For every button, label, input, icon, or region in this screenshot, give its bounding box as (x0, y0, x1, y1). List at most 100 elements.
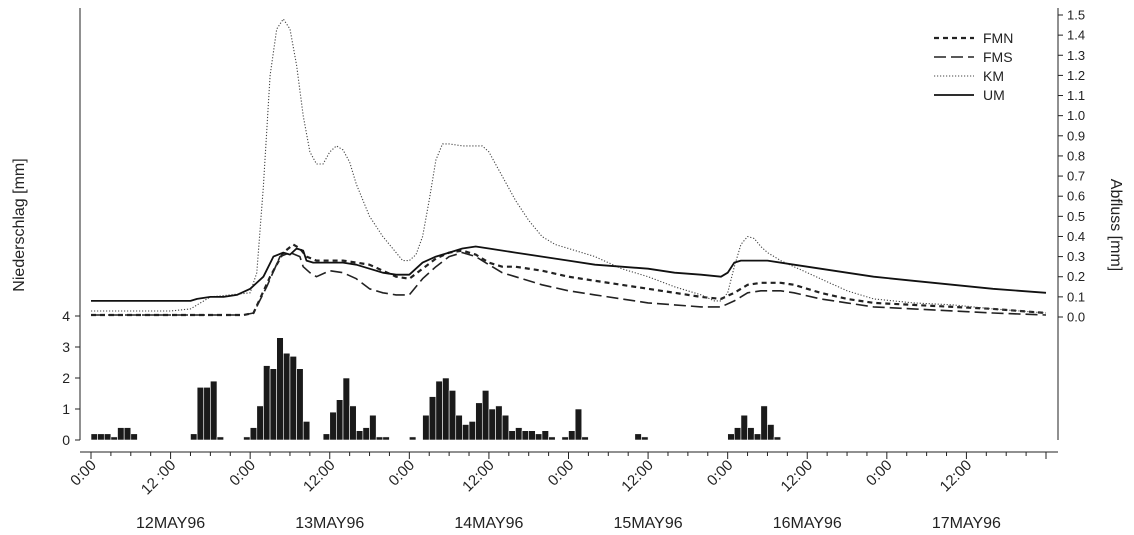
precipitation-bar-43 (488, 408, 496, 441)
precipitation-bar-9 (203, 386, 211, 441)
precipitation-bar-5 (123, 427, 132, 441)
precipitation-bar-20 (296, 368, 304, 441)
precipitation-bar-6 (130, 433, 138, 441)
x-tick-label: 12:00 (618, 457, 657, 496)
discharge-tick-label: 1.1 (1067, 88, 1085, 103)
date-label: 15MAY96 (614, 515, 683, 532)
precipitation-bar-55 (574, 408, 583, 441)
x-tick-label: 12:00 (300, 457, 339, 496)
discharge-tick-label: 1.2 (1067, 68, 1085, 83)
precipitation-bar-56 (581, 436, 589, 441)
precipitation-bar-19 (289, 355, 297, 441)
precipitation-bar-11 (216, 436, 224, 441)
precipitation-bar-63 (753, 433, 762, 441)
date-label: 16MAY96 (773, 515, 842, 532)
precipitation-bar-2 (103, 433, 112, 441)
x-tick-label: 0:00 (863, 457, 896, 490)
discharge-tick-label: 1.3 (1067, 48, 1085, 63)
precipitation-bar-13 (249, 427, 258, 441)
x-tick-label: 12:00 (937, 457, 976, 496)
precipitation-bar-50 (535, 433, 543, 441)
precipitation-bar-40 (468, 421, 476, 441)
date-label: 13MAY96 (295, 515, 364, 532)
precipitation-bar-7 (190, 433, 198, 441)
x-tick-label: 0:00 (545, 457, 578, 490)
precipitation-bar-16 (269, 368, 277, 441)
precipitation-bar-39 (462, 424, 470, 441)
precipitation-bar-1 (97, 433, 105, 441)
precipitation-bar-46 (508, 430, 516, 441)
legend-label-fms: FMS (983, 49, 1013, 65)
series-line-km (91, 18, 1047, 314)
precipitation-bar-37 (448, 390, 457, 441)
precipitation-bar-33 (422, 414, 430, 441)
precipitation-bar-64 (760, 405, 768, 441)
right-axis-title: Abfluss [mm] (1107, 179, 1124, 271)
precipitation-bar-17 (276, 337, 284, 441)
precipitation-bar-51 (541, 430, 549, 441)
x-tick-label: 12 :00 (138, 457, 180, 499)
discharge-lines (91, 18, 1047, 317)
precipitation-bar-24 (336, 399, 344, 441)
precipitation-bar-35 (435, 380, 443, 441)
precip-tick-label: 1 (62, 401, 70, 417)
precipitation-bar-38 (455, 414, 463, 441)
series-line-fmn (91, 243, 1047, 317)
precipitation-bar-34 (428, 396, 437, 441)
date-label: 17MAY96 (932, 515, 1001, 532)
precipitation-bar-57 (634, 433, 642, 441)
precipitation-bars (90, 337, 782, 441)
precipitation-bar-28 (362, 427, 370, 441)
x-tick-label: 12:00 (778, 457, 817, 496)
precipitation-bar-10 (210, 380, 218, 441)
discharge-tick-label: 0.9 (1067, 128, 1085, 143)
precipitation-bar-23 (329, 411, 337, 441)
precipitation-bar-66 (773, 436, 782, 441)
precipitation-bar-52 (548, 436, 556, 441)
precipitation-bar-62 (747, 427, 755, 441)
precipitation-bar-30 (375, 436, 384, 441)
chart-axes: 0.0 0.1 0.2 0.3 0.4 0.5 0.6 0.7 0.8 0.9 1.0 1.1 1.2 1… (11, 8, 1124, 533)
precipitation-bar-54 (568, 430, 576, 441)
x-tick-label: 12:00 (459, 457, 498, 496)
precipitation-bar-14 (256, 405, 264, 441)
precipitation-bar-8 (196, 386, 205, 441)
precipitation-bar-53 (561, 436, 569, 441)
precipitation-bar-42 (481, 390, 490, 441)
precipitation-bar-58 (641, 436, 649, 441)
precipitation-bar-36 (442, 377, 450, 441)
precipitation-bar-3 (110, 436, 118, 441)
precipitation-bar-61 (740, 414, 748, 441)
x-tick-label: 0:00 (704, 457, 737, 490)
precipitation-bar-21 (302, 421, 311, 441)
precip-tick-label: 4 (62, 308, 70, 324)
precipitation-bar-15 (263, 365, 271, 441)
discharge-tick-label: 0.8 (1067, 148, 1085, 163)
discharge-tick-label: 0.6 (1067, 189, 1085, 204)
precip-tick-label: 3 (62, 339, 70, 355)
precipitation-bar-60 (733, 427, 742, 441)
legend-label-km: KM (983, 68, 1004, 84)
precipitation-bar-27 (355, 430, 364, 441)
discharge-tick-label: 0.0 (1067, 310, 1085, 325)
precip-tick-label: 2 (62, 370, 70, 386)
discharge-tick-label: 0.3 (1067, 249, 1085, 264)
discharge-tick-label: 1.4 (1067, 28, 1085, 43)
precipitation-bar-65 (767, 424, 775, 441)
date-label: 12MAY96 (136, 515, 205, 532)
precipitation-bar-41 (475, 402, 483, 441)
precipitation-bar-47 (515, 427, 523, 441)
discharge-tick-label: 0.5 (1067, 209, 1085, 224)
legend-label-fmn: FMN (983, 30, 1013, 46)
precipitation-bar-32 (409, 436, 417, 441)
precipitation-bar-45 (501, 414, 510, 441)
precipitation-bar-22 (322, 433, 331, 441)
precipitation-bar-59 (727, 433, 735, 441)
precipitation-bar-48 (521, 430, 530, 441)
x-tick-label: 0:00 (385, 457, 418, 490)
discharge-tick-label: 0.2 (1067, 269, 1085, 284)
precipitation-bar-31 (382, 436, 390, 441)
precipitation-bar-25 (342, 377, 350, 441)
discharge-tick-label: 0.7 (1067, 169, 1085, 184)
